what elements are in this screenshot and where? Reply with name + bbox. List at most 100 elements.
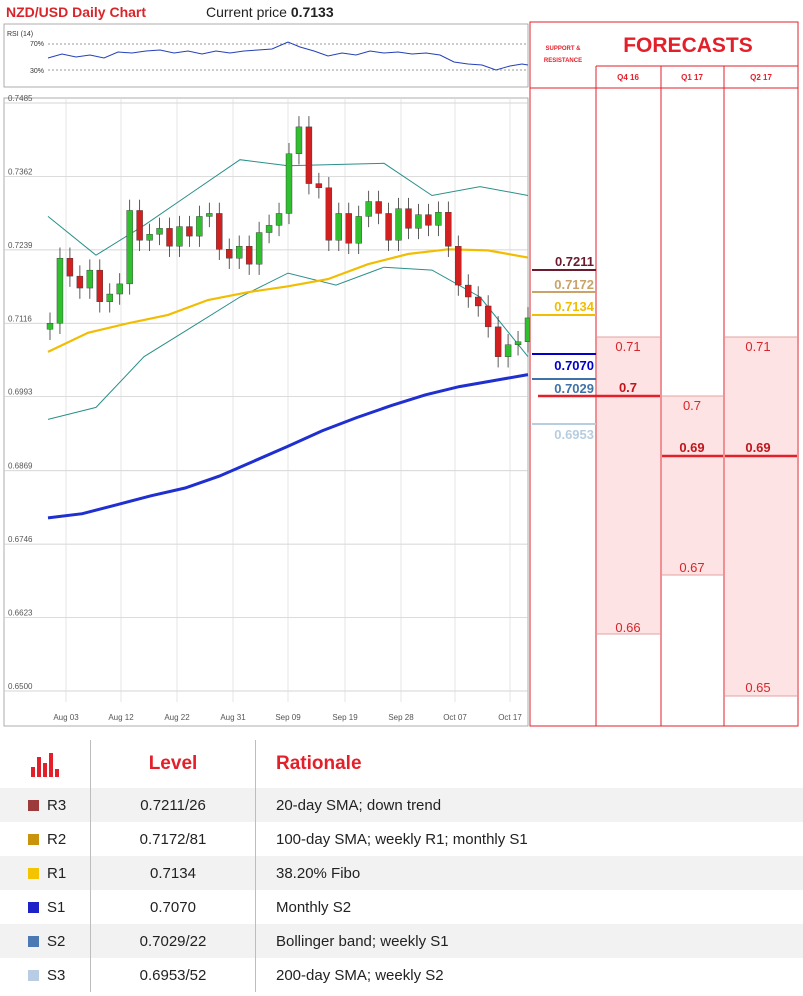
rsi-label: RSI (14) — [7, 31, 33, 38]
table-row: S2 0.7029/22 Bollinger band; weekly S1 — [0, 924, 803, 958]
candle-body — [325, 187, 333, 241]
forecast-high-q2: 0.71 — [745, 339, 770, 354]
candle-body — [305, 126, 313, 184]
bollinger-lower-line — [47, 266, 529, 420]
y-tick-label: 0.6623 — [8, 609, 33, 618]
candle-body — [216, 213, 223, 250]
x-axis: Aug 03 Aug 12 Aug 22 Aug 31 Sep 09 Sep 19 Sep … — [53, 713, 522, 722]
candle-body — [206, 213, 213, 217]
candle-body — [116, 283, 123, 295]
sma-200-line — [47, 373, 529, 520]
chart-title: NZD/USD Daily Chart — [6, 4, 146, 20]
x-tick-label: Aug 31 — [220, 713, 246, 722]
level-code: S1 — [47, 898, 66, 916]
level-value: 0.7172/81 — [90, 822, 256, 856]
forecast-high-q4: 0.71 — [615, 339, 640, 354]
table-row: S1 0.7070 Monthly S2 — [0, 890, 803, 924]
level-value: 0.7211/26 — [90, 788, 256, 822]
sr-level-s3: 0.6953 — [554, 427, 594, 442]
level-header: Level — [90, 740, 256, 788]
forecast-band-q2 — [725, 337, 797, 696]
x-tick-label: Aug 12 — [108, 713, 134, 722]
candle-body — [46, 323, 54, 330]
levels-icon-cell — [0, 740, 91, 788]
candle-body — [285, 153, 293, 214]
level-rationale: 20-day SMA; down trend — [276, 796, 442, 814]
forecast-low-q4: 0.66 — [615, 620, 640, 635]
forecast-mid-q4: 0.7 — [619, 380, 637, 395]
sr-level-s1: 0.7070 — [554, 358, 594, 373]
candle-body — [295, 126, 303, 154]
candle-body — [465, 284, 472, 298]
y-tick-label: 0.7116 — [8, 314, 32, 323]
candle-body — [275, 213, 283, 226]
rsi-panel: RSI (14) 70% 30% — [3, 23, 529, 88]
candle-body — [86, 269, 94, 289]
candle-body — [76, 275, 84, 289]
level-code: S2 — [47, 932, 66, 950]
levels-table: Level Rationale R3 0.7211/26 20-day SMA;… — [0, 740, 803, 992]
x-tick-label: Aug 03 — [53, 713, 79, 722]
candle-body — [425, 214, 432, 226]
candle-body — [146, 234, 153, 241]
level-color-swatch — [28, 935, 39, 947]
candle-body — [166, 228, 173, 247]
candle-body — [236, 246, 243, 259]
candle-body — [375, 201, 382, 214]
candle-body — [96, 269, 103, 302]
level-rationale: Monthly S2 — [276, 898, 352, 916]
y-tick-label: 0.6869 — [8, 462, 33, 471]
forecast-mid-q2: 0.69 — [745, 440, 770, 455]
candle-body — [405, 208, 412, 229]
table-row: S3 0.6953/52 200-day SMA; weekly S2 — [0, 958, 803, 992]
level-color-swatch — [28, 901, 39, 913]
levels-table-header: Level Rationale — [0, 740, 803, 788]
y-tick-label: 0.6746 — [8, 535, 33, 544]
candle-body — [136, 210, 143, 241]
x-tick-label: Sep 28 — [388, 713, 414, 722]
y-tick-label: 0.7239 — [8, 241, 33, 250]
candle-body — [66, 258, 74, 277]
table-row: R1 0.7134 38.20% Fibo — [0, 856, 803, 890]
quarter-q2-17: Q2 17 — [750, 73, 772, 82]
forecast-low-q2: 0.65 — [745, 680, 770, 695]
rsi-upper-label: 70% — [30, 41, 44, 48]
candle-body — [176, 226, 183, 247]
x-tick-label: Oct 17 — [498, 713, 522, 722]
level-rationale: 100-day SMA; weekly R1; monthly S1 — [276, 830, 528, 848]
forecast-low-q1: 0.67 — [679, 560, 704, 575]
sr-level-r2: 0.7172 — [554, 277, 594, 292]
forecast-band-q4 — [597, 337, 660, 634]
level-rationale: Bollinger band; weekly S1 — [276, 932, 449, 950]
candle-body — [186, 226, 193, 237]
candles — [46, 116, 532, 368]
candle-body — [196, 216, 203, 237]
sr-levels: 0.7211 0.7172 0.7134 0.7070 0.7029 0.695… — [532, 254, 596, 442]
rsi-lower-label: 30% — [30, 68, 44, 75]
level-rationale: 38.20% Fibo — [276, 864, 361, 882]
sr-level-r3: 0.7211 — [555, 254, 594, 269]
candle-body — [335, 213, 342, 241]
level-code: S3 — [47, 966, 66, 984]
level-color-swatch — [28, 969, 39, 981]
y-tick-label: 0.6500 — [8, 682, 33, 691]
candle-body — [484, 305, 492, 328]
rationale-header: Rationale — [276, 753, 362, 774]
candle-body — [445, 212, 452, 247]
current-price-value: 0.7133 — [291, 4, 334, 20]
chart-area: NZD/USD Daily Chart Current price 0.7133… — [3, 4, 799, 727]
current-price-label: Current price 0.7133 — [206, 4, 334, 20]
sr-header-1: SUPPORT & — [545, 46, 581, 52]
level-code: R2 — [47, 830, 67, 848]
candle-body — [255, 232, 263, 265]
level-code: R3 — [47, 796, 67, 814]
forecast-mid-q1: 0.69 — [679, 440, 704, 455]
quarter-q4-16: Q4 16 — [617, 73, 639, 82]
candle-body — [126, 210, 133, 285]
table-row: R3 0.7211/26 20-day SMA; down trend — [0, 788, 803, 822]
rsi-line — [47, 41, 529, 71]
candle-body — [245, 246, 253, 265]
level-rationale: 200-day SMA; weekly S2 — [276, 966, 444, 984]
level-value: 0.7134 — [90, 856, 256, 890]
candle-body — [156, 228, 163, 235]
